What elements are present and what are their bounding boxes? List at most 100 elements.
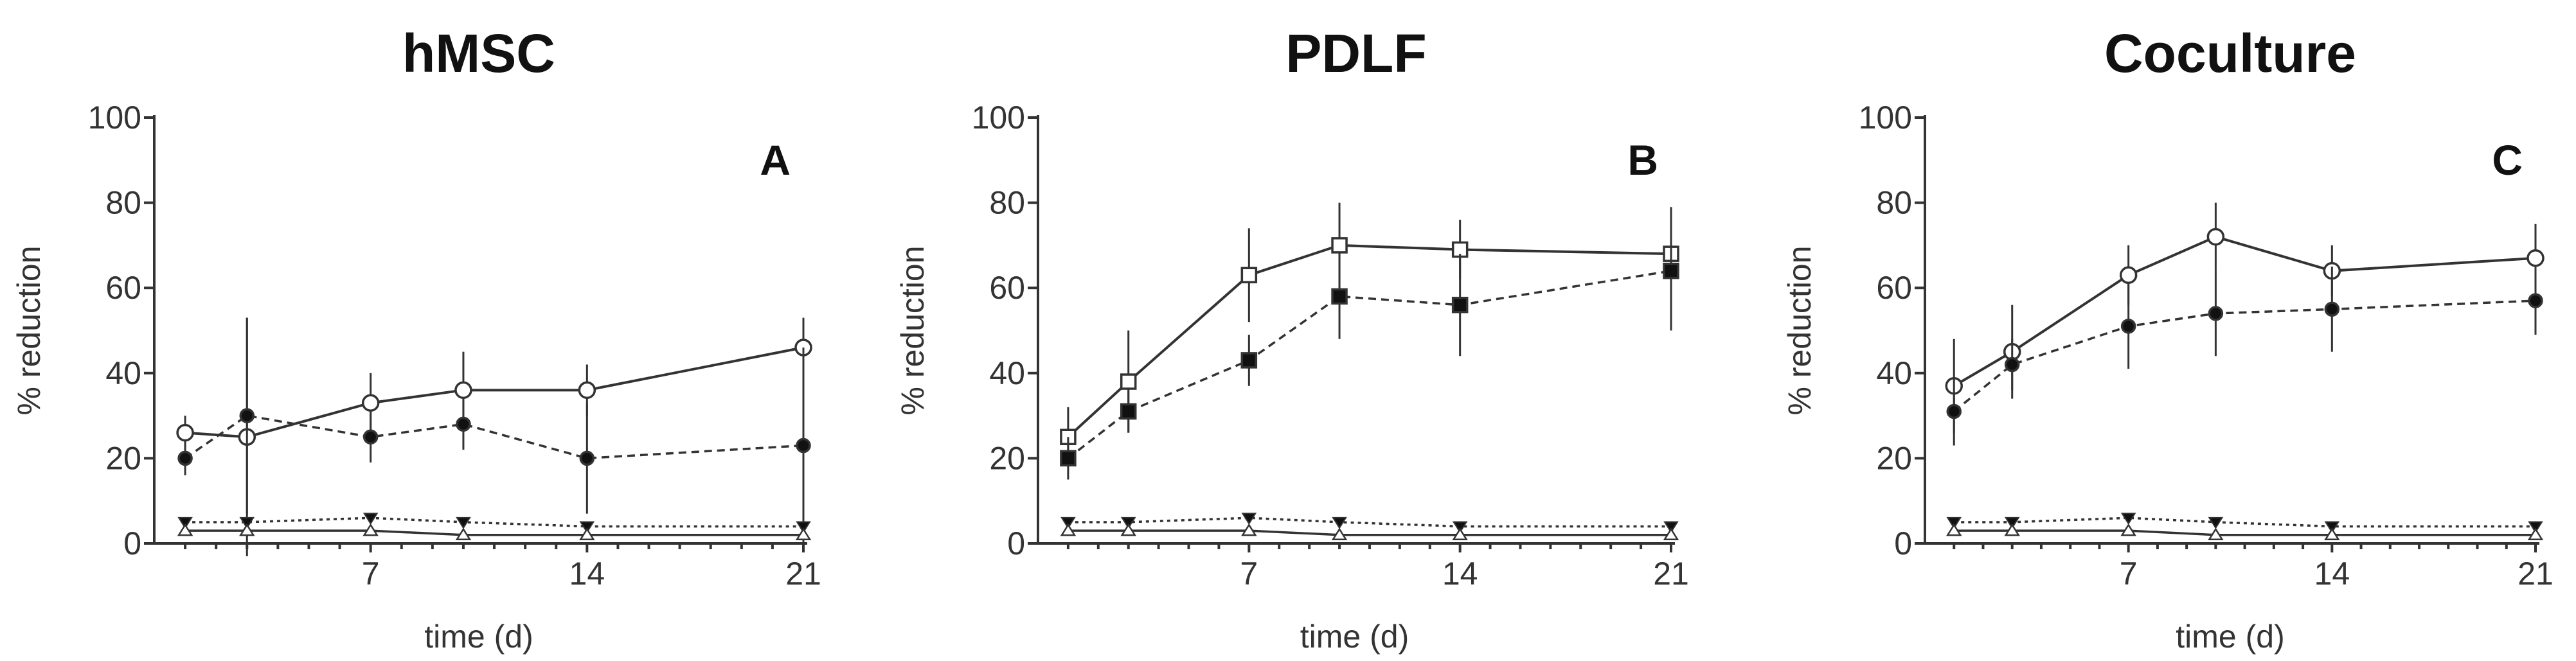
series-triangle-open-solid	[177, 523, 812, 540]
data-point	[2324, 301, 2340, 317]
data-point	[1120, 403, 1137, 420]
data-point	[1663, 527, 1679, 540]
data-point	[795, 527, 812, 540]
y-tick-label: 20	[1876, 440, 1912, 476]
series-line	[1068, 516, 1671, 528]
data-point	[2120, 319, 2136, 334]
data-point	[1663, 262, 1679, 279]
y-tick-label: 80	[989, 185, 1025, 221]
y-tick-label: 100	[972, 100, 1025, 136]
data-point	[1120, 516, 1136, 529]
series-line	[1067, 269, 1672, 459]
data-point	[1946, 403, 1962, 419]
y-tick-label: 60	[989, 270, 1025, 306]
data-point	[456, 416, 471, 432]
data-point	[177, 450, 193, 466]
y-tick-label: 100	[1859, 100, 1912, 136]
data-point	[1240, 352, 1258, 369]
y-tick-label: 80	[1876, 185, 1912, 221]
series-line	[1067, 243, 1672, 438]
x-axis-label: time (d)	[424, 619, 533, 655]
series-line	[1954, 529, 2536, 536]
data-point	[177, 516, 193, 529]
x-tick-label: 14	[2314, 556, 2350, 592]
data-point	[796, 521, 811, 534]
series-line	[1954, 516, 2536, 528]
data-point	[2004, 516, 2020, 529]
data-point	[2120, 513, 2136, 525]
data-point	[239, 408, 255, 423]
data-point	[2528, 293, 2543, 308]
data-point	[177, 523, 193, 536]
x-tick-label: 14	[1442, 556, 1478, 592]
data-point	[579, 521, 595, 534]
data-point	[2119, 266, 2138, 285]
data-point	[456, 516, 471, 529]
series-circle-open-solid	[1945, 202, 2545, 433]
y-axis-label: % reduction	[895, 245, 931, 415]
series-triangle-filled-dotted	[1946, 513, 2543, 534]
data-point	[578, 381, 596, 400]
y-tick-label: 20	[105, 440, 141, 476]
y-tick-label: 40	[1876, 355, 1912, 391]
series-line	[184, 346, 804, 439]
series-triangle-open-solid	[1060, 523, 1679, 540]
data-point	[362, 523, 379, 536]
data-point	[1120, 523, 1136, 536]
data-point	[2206, 227, 2225, 246]
data-point	[1060, 450, 1077, 467]
data-point	[2004, 523, 2020, 536]
series-line	[1953, 299, 2536, 412]
panel-label: C	[2492, 136, 2523, 184]
data-point	[454, 381, 472, 400]
y-tick-label: 20	[989, 440, 1025, 476]
y-axis-label: % reduction	[11, 245, 47, 415]
series-square-open-solid	[1060, 202, 1679, 467]
y-tick-label: 60	[1876, 270, 1912, 306]
data-point	[1451, 296, 1469, 313]
panel-coculture: Coculture C 0 20 40 60 80 100 7 14 21 time (d) % red…	[1782, 23, 2554, 655]
data-point	[1663, 521, 1679, 534]
data-point	[579, 527, 595, 540]
data-point	[796, 437, 811, 454]
x-tick-label: 21	[2518, 556, 2554, 592]
panel-label: B	[1627, 136, 1658, 184]
data-point	[2208, 527, 2224, 540]
data-point	[1331, 237, 1348, 254]
data-point	[2528, 521, 2543, 534]
data-point	[1060, 523, 1077, 536]
data-point	[2120, 523, 2136, 536]
data-point	[1331, 527, 1348, 540]
chart-title: PDLF	[1285, 23, 1426, 84]
data-point	[239, 516, 255, 529]
x-tick-label: 7	[362, 556, 380, 592]
y-tick-label: 80	[105, 185, 141, 221]
series-line	[1953, 235, 2536, 387]
data-point	[1241, 523, 1257, 536]
y-tick-label: 40	[105, 355, 141, 391]
series-line	[184, 414, 804, 460]
x-tick-label: 21	[785, 556, 821, 592]
y-axis-label: % reduction	[1782, 245, 1818, 415]
panel-hmsc: hMSC A 0 20 40 60 80 100 7 14 21 time (d) % reductio…	[11, 23, 821, 655]
x-tick-label: 7	[2120, 556, 2138, 592]
data-point	[1332, 516, 1347, 529]
panel-label: A	[760, 136, 791, 184]
chart-title: Coculture	[2104, 23, 2356, 84]
data-point	[2004, 357, 2020, 373]
data-point	[2324, 527, 2340, 540]
series-triangle-filled-dotted	[1060, 513, 1679, 534]
data-point	[2208, 516, 2224, 529]
data-point	[2208, 306, 2224, 321]
series-line	[185, 516, 803, 528]
data-point	[2527, 527, 2544, 540]
data-point	[1452, 527, 1468, 540]
x-axis-label: time (d)	[1300, 619, 1409, 655]
x-tick-label: 14	[569, 556, 605, 592]
y-tick-label: 100	[88, 100, 141, 136]
data-point	[1120, 373, 1137, 390]
y-tick-label: 0	[1007, 525, 1025, 561]
panel-pdlf: PDLF B 0 20 40 60 80 100 7 14 21 time (d) % reductio…	[895, 23, 1689, 655]
chart-title: hMSC	[402, 23, 555, 84]
